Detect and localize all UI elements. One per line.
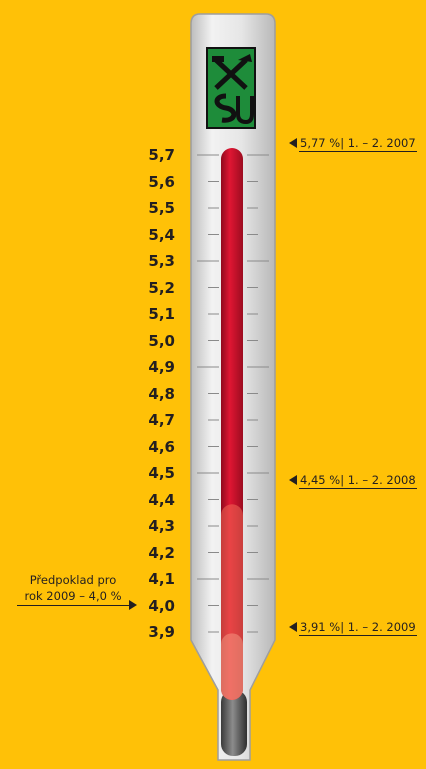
arrow-left-icon (289, 475, 297, 485)
tick-label: 4,4 (148, 490, 175, 509)
scale-ticks (197, 154, 269, 633)
tick-label: 4,1 (148, 570, 175, 588)
tick-label: 5,3 (148, 252, 175, 270)
annotation-2007: 5,77 %| 1. – 2. 2007 (289, 136, 417, 152)
annotation-2008: 4,45 %| 1. – 2. 2008 (289, 473, 417, 489)
forecast-line1: Předpoklad pro (29, 573, 117, 587)
tick-label: 5,2 (148, 278, 175, 297)
mercury-2008 (221, 504, 243, 700)
tick-label: 4,8 (148, 384, 175, 403)
tick-label: 5,0 (148, 331, 175, 350)
tick-label: 4,6 (148, 437, 175, 456)
tick-label: 4,5 (148, 464, 175, 482)
tick-label: 4,0 (148, 596, 175, 615)
forecast-line2: rok 2009 – 4,0 % (17, 588, 129, 606)
csu-logo (206, 47, 256, 129)
tick-label: 5,1 (148, 305, 175, 323)
forecast-annotation: Předpoklad pro rok 2009 – 4,0 % (17, 572, 129, 606)
tick-label: 4,3 (148, 517, 175, 535)
thermometer-stem (221, 690, 247, 756)
tick-label: 5,6 (148, 172, 175, 191)
arrow-right-icon (129, 600, 137, 610)
tick-label: 4,2 (148, 543, 175, 562)
tick-label: 3,9 (148, 623, 175, 641)
arrow-left-icon (289, 138, 297, 148)
mercury-columns (221, 148, 243, 700)
annotation-2009: 3,91 %| 1. – 2. 2009 (289, 620, 417, 636)
tick-label: 5,7 (148, 146, 175, 164)
tick-label: 5,4 (148, 225, 175, 244)
tick-label: 5,5 (148, 199, 175, 217)
mercury-2009 (221, 633, 243, 700)
arrow-left-icon (289, 622, 297, 632)
tick-label: 4,9 (148, 358, 175, 376)
tick-label: 4,7 (148, 411, 175, 429)
